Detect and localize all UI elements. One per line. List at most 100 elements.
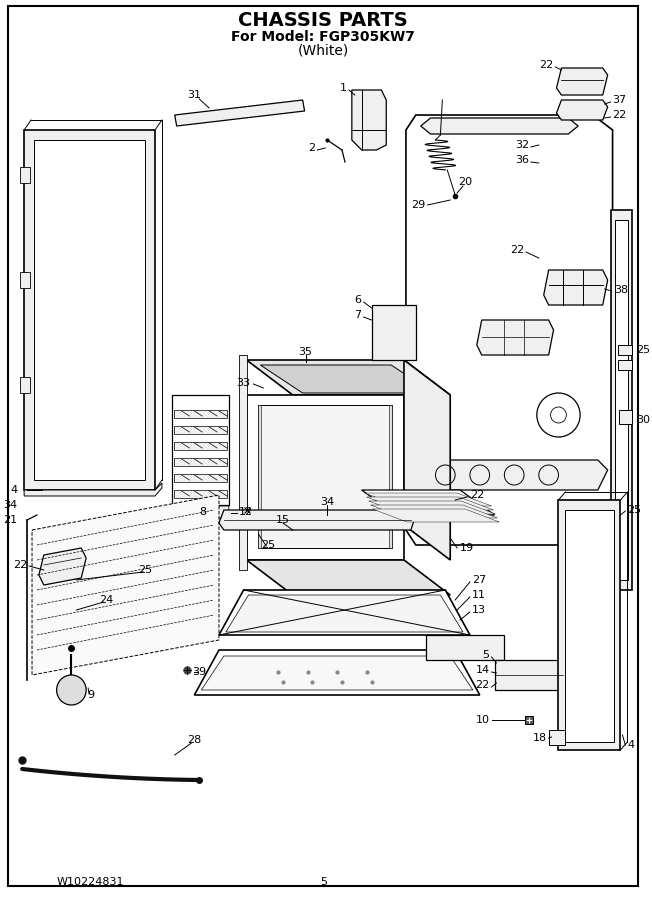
- Text: 10: 10: [475, 715, 490, 725]
- Text: 15: 15: [276, 515, 290, 525]
- Polygon shape: [366, 497, 494, 510]
- Text: 13: 13: [472, 605, 486, 615]
- Polygon shape: [246, 395, 404, 560]
- Text: 25: 25: [261, 540, 275, 550]
- Polygon shape: [494, 660, 563, 690]
- Polygon shape: [24, 483, 162, 496]
- Text: 31: 31: [187, 90, 201, 100]
- Text: 24: 24: [98, 595, 113, 605]
- Polygon shape: [173, 426, 227, 434]
- Text: 7: 7: [355, 310, 362, 320]
- Polygon shape: [370, 505, 497, 518]
- Text: 34: 34: [3, 500, 17, 510]
- Polygon shape: [173, 410, 227, 418]
- Polygon shape: [414, 460, 608, 490]
- Polygon shape: [39, 548, 86, 585]
- Text: 35: 35: [299, 347, 312, 357]
- Polygon shape: [548, 730, 565, 745]
- Text: 4: 4: [627, 740, 634, 750]
- Polygon shape: [194, 650, 480, 695]
- Polygon shape: [32, 495, 219, 675]
- Text: 14: 14: [475, 665, 490, 675]
- Polygon shape: [20, 272, 30, 288]
- Polygon shape: [617, 360, 632, 370]
- Text: 22: 22: [13, 560, 27, 570]
- Text: 37: 37: [613, 95, 627, 105]
- Polygon shape: [557, 68, 608, 95]
- Polygon shape: [565, 510, 614, 742]
- Polygon shape: [219, 590, 470, 635]
- Text: 22: 22: [475, 680, 490, 690]
- Text: 30: 30: [636, 415, 650, 425]
- Text: 22: 22: [613, 110, 627, 120]
- Polygon shape: [619, 410, 632, 424]
- Text: 34: 34: [320, 497, 334, 507]
- Text: 22: 22: [470, 490, 484, 500]
- Text: 6: 6: [355, 295, 362, 305]
- Polygon shape: [352, 90, 386, 150]
- Text: 9: 9: [87, 690, 95, 700]
- Text: 20: 20: [458, 177, 472, 187]
- Polygon shape: [368, 501, 496, 514]
- Text: 4: 4: [10, 485, 17, 495]
- Polygon shape: [372, 509, 499, 522]
- Text: 36: 36: [515, 155, 529, 165]
- Polygon shape: [615, 220, 629, 580]
- Text: 38: 38: [615, 285, 629, 295]
- Text: 25: 25: [138, 565, 153, 575]
- Polygon shape: [258, 405, 392, 548]
- Polygon shape: [557, 100, 608, 120]
- Polygon shape: [20, 167, 30, 183]
- Polygon shape: [173, 474, 227, 482]
- Text: 25: 25: [627, 505, 642, 515]
- Polygon shape: [544, 270, 608, 305]
- Text: 27: 27: [472, 575, 486, 585]
- Polygon shape: [34, 140, 145, 480]
- Text: 29: 29: [411, 200, 426, 210]
- Text: 33: 33: [237, 378, 250, 388]
- Text: 25: 25: [636, 345, 650, 355]
- Text: For Model: FGP305KW7: For Model: FGP305KW7: [231, 30, 415, 44]
- Polygon shape: [173, 458, 227, 466]
- Text: 22: 22: [510, 245, 524, 255]
- Polygon shape: [24, 130, 155, 490]
- Text: 18: 18: [533, 733, 546, 743]
- Text: (White): (White): [298, 44, 349, 58]
- Polygon shape: [201, 656, 473, 690]
- Polygon shape: [611, 210, 632, 590]
- Polygon shape: [421, 118, 578, 134]
- Circle shape: [57, 675, 86, 705]
- Polygon shape: [219, 510, 416, 530]
- Polygon shape: [171, 395, 229, 505]
- Polygon shape: [258, 405, 261, 548]
- Polygon shape: [175, 100, 304, 126]
- Text: 22: 22: [539, 60, 554, 70]
- Text: 32: 32: [515, 140, 529, 150]
- Polygon shape: [404, 360, 451, 560]
- Text: 5: 5: [482, 650, 490, 660]
- Polygon shape: [246, 360, 451, 395]
- Polygon shape: [226, 595, 463, 632]
- Text: 5: 5: [319, 877, 327, 887]
- Text: 19: 19: [460, 543, 474, 553]
- Text: 8: 8: [200, 507, 207, 517]
- Polygon shape: [426, 635, 505, 660]
- Polygon shape: [239, 355, 246, 570]
- Polygon shape: [171, 506, 229, 520]
- Text: CHASSIS PARTS: CHASSIS PARTS: [239, 11, 408, 30]
- Text: 28: 28: [187, 735, 201, 745]
- Text: 11: 11: [472, 590, 486, 600]
- Polygon shape: [20, 377, 30, 393]
- Polygon shape: [173, 442, 227, 450]
- Text: 12: 12: [239, 507, 253, 517]
- Polygon shape: [477, 320, 554, 355]
- Text: 2: 2: [308, 143, 316, 153]
- Polygon shape: [246, 560, 451, 595]
- Polygon shape: [559, 500, 621, 750]
- Polygon shape: [362, 490, 494, 515]
- Polygon shape: [260, 365, 434, 393]
- Text: 21: 21: [3, 515, 17, 525]
- Polygon shape: [364, 493, 492, 506]
- Polygon shape: [372, 305, 416, 360]
- Polygon shape: [173, 490, 227, 498]
